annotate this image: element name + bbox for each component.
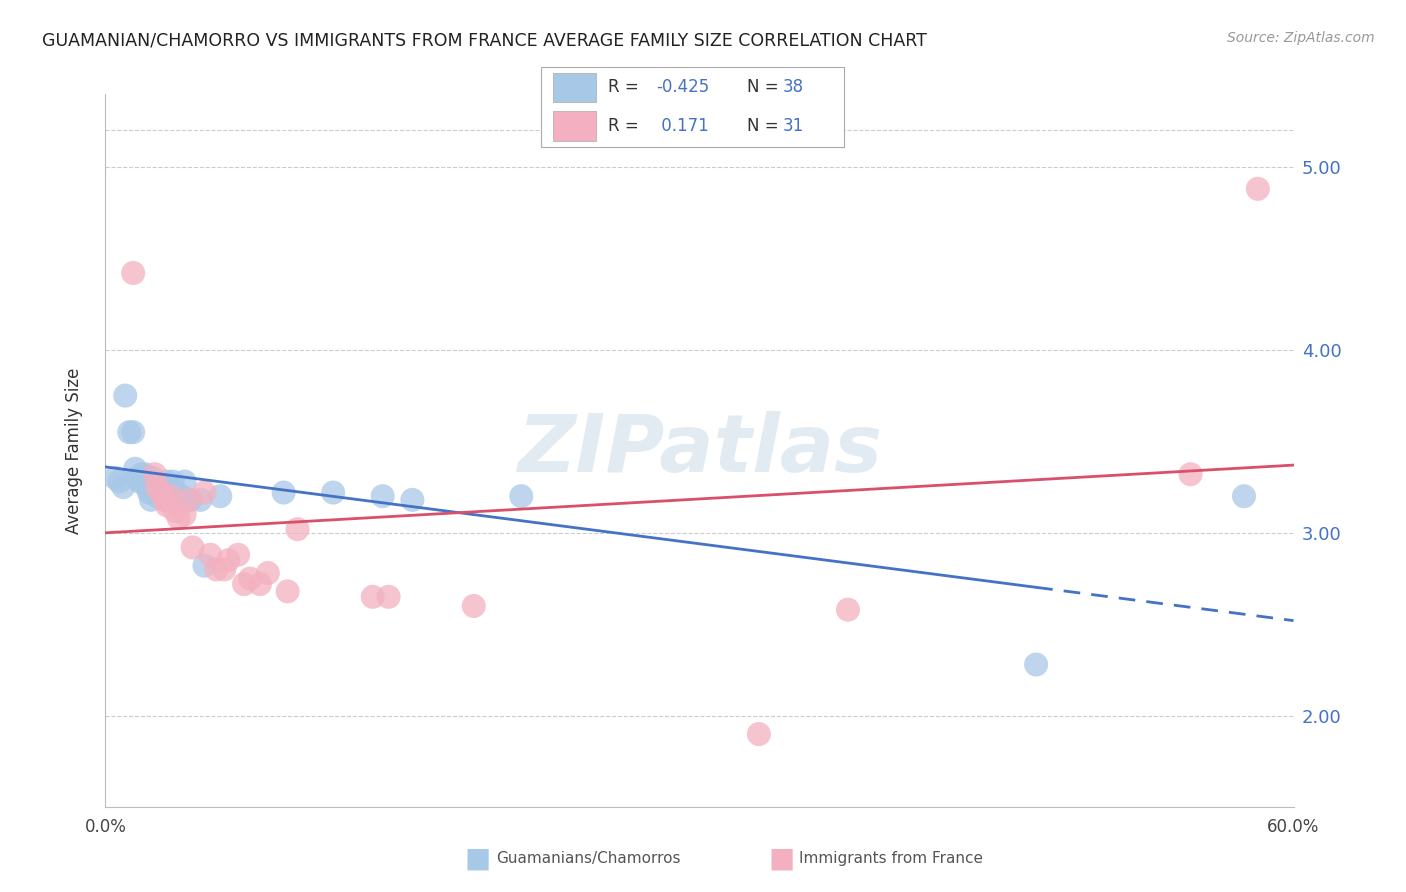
Text: R =: R = bbox=[607, 117, 644, 135]
Text: N =: N = bbox=[747, 78, 783, 96]
Point bbox=[1180, 467, 1202, 482]
Point bbox=[122, 266, 145, 280]
Point bbox=[142, 471, 165, 485]
Point bbox=[205, 562, 228, 576]
Point bbox=[226, 548, 249, 562]
Text: 31: 31 bbox=[783, 117, 804, 135]
Point bbox=[124, 462, 146, 476]
Point bbox=[273, 485, 295, 500]
Point bbox=[170, 489, 193, 503]
Point bbox=[287, 522, 309, 536]
Point bbox=[239, 572, 262, 586]
Point bbox=[136, 480, 159, 494]
Point bbox=[200, 548, 222, 562]
Point bbox=[143, 467, 166, 482]
Point bbox=[401, 492, 423, 507]
Point bbox=[149, 485, 172, 500]
Point bbox=[166, 485, 188, 500]
Text: Guamanians/Chamorros: Guamanians/Chamorros bbox=[496, 851, 681, 865]
Point bbox=[112, 480, 135, 494]
Point bbox=[134, 467, 156, 482]
Bar bbox=[554, 112, 596, 141]
Point bbox=[361, 590, 384, 604]
Point bbox=[173, 508, 195, 522]
Point bbox=[156, 499, 179, 513]
Point bbox=[108, 475, 131, 489]
Point bbox=[510, 489, 533, 503]
Point bbox=[209, 489, 232, 503]
Point bbox=[322, 485, 344, 500]
Point bbox=[139, 492, 162, 507]
Point bbox=[193, 485, 215, 500]
Point bbox=[249, 577, 271, 591]
Point bbox=[177, 492, 200, 507]
Text: GUAMANIAN/CHAMORRO VS IMMIGRANTS FROM FRANCE AVERAGE FAMILY SIZE CORRELATION CHA: GUAMANIAN/CHAMORRO VS IMMIGRANTS FROM FR… bbox=[42, 31, 927, 49]
Point bbox=[190, 492, 212, 507]
Text: ZIPatlas: ZIPatlas bbox=[517, 411, 882, 490]
Point bbox=[1247, 182, 1270, 196]
Point bbox=[146, 480, 169, 494]
Text: -0.425: -0.425 bbox=[657, 78, 710, 96]
Text: 0.171: 0.171 bbox=[657, 117, 709, 135]
Text: 38: 38 bbox=[783, 78, 804, 96]
Point bbox=[132, 475, 155, 489]
Point bbox=[463, 599, 485, 613]
Point bbox=[167, 511, 190, 525]
Point bbox=[1025, 657, 1047, 672]
Text: R =: R = bbox=[607, 78, 644, 96]
Point bbox=[748, 727, 770, 741]
Text: ■: ■ bbox=[465, 844, 491, 872]
Point bbox=[146, 489, 169, 503]
Point bbox=[104, 471, 127, 485]
Point bbox=[127, 471, 149, 485]
Text: Immigrants from France: Immigrants from France bbox=[799, 851, 983, 865]
Bar bbox=[554, 72, 596, 103]
Point bbox=[129, 467, 152, 482]
Text: ■: ■ bbox=[769, 844, 794, 872]
Point bbox=[143, 480, 166, 494]
Point bbox=[371, 489, 394, 503]
Point bbox=[173, 475, 195, 489]
Point bbox=[153, 492, 176, 507]
Point bbox=[162, 475, 184, 489]
Point bbox=[163, 504, 186, 518]
Point bbox=[256, 566, 278, 580]
Point bbox=[233, 577, 256, 591]
Point bbox=[181, 541, 204, 555]
Point bbox=[118, 425, 141, 439]
Text: N =: N = bbox=[747, 117, 783, 135]
Point bbox=[153, 492, 176, 507]
Point bbox=[277, 584, 299, 599]
Point bbox=[122, 425, 145, 439]
Point bbox=[193, 558, 215, 573]
Point bbox=[214, 562, 236, 576]
Point bbox=[377, 590, 399, 604]
Point bbox=[128, 475, 150, 489]
Point bbox=[152, 480, 174, 494]
Text: Source: ZipAtlas.com: Source: ZipAtlas.com bbox=[1227, 31, 1375, 45]
Point bbox=[159, 485, 181, 500]
Point bbox=[114, 388, 136, 402]
Point bbox=[217, 553, 239, 567]
Point bbox=[159, 489, 181, 503]
Point bbox=[1233, 489, 1256, 503]
Point bbox=[156, 475, 179, 489]
Point bbox=[837, 602, 859, 616]
Point bbox=[138, 485, 160, 500]
Point bbox=[180, 492, 202, 507]
Y-axis label: Average Family Size: Average Family Size bbox=[65, 368, 83, 533]
Point bbox=[149, 485, 172, 500]
